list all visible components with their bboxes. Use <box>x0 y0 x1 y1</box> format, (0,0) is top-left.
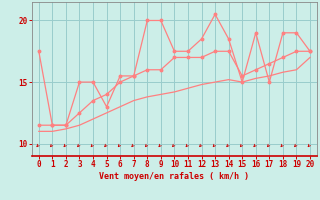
X-axis label: Vent moyen/en rafales ( km/h ): Vent moyen/en rafales ( km/h ) <box>100 172 249 181</box>
